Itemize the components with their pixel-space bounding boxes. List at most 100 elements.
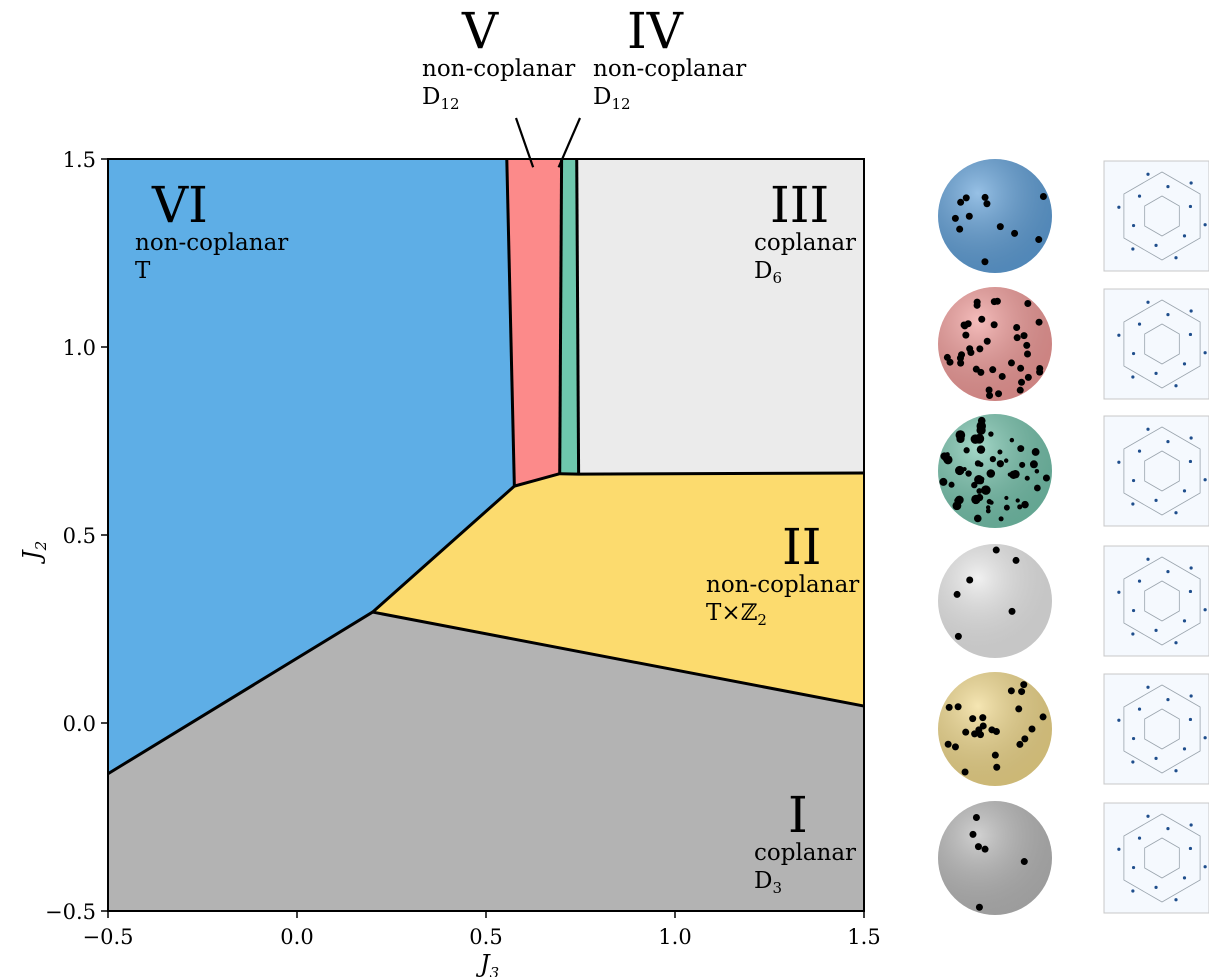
spin-spot xyxy=(1035,236,1043,244)
phase-group: D6 xyxy=(754,258,782,287)
spin-spot xyxy=(989,366,997,374)
spin-spot xyxy=(1021,735,1029,743)
bragg-peak xyxy=(1117,718,1121,722)
spin-spot xyxy=(1009,470,1018,479)
bragg-peak xyxy=(1146,814,1150,818)
phase-boundary-4 xyxy=(558,158,564,474)
spin-spot xyxy=(948,481,955,488)
bragg-peak xyxy=(1189,309,1193,313)
phase-numeral: III xyxy=(770,176,829,234)
spin-spot xyxy=(992,728,1000,736)
bragg-peak xyxy=(1166,569,1170,574)
spin-spot xyxy=(993,763,1001,771)
inset-sphere-i xyxy=(938,801,1052,915)
bragg-peak xyxy=(1117,333,1121,337)
spin-spot xyxy=(981,193,989,201)
x-tick-label: 1.5 xyxy=(847,925,880,949)
bragg-peak xyxy=(1174,384,1178,388)
y-axis-label: J2 xyxy=(18,541,50,565)
bragg-peak xyxy=(1131,502,1135,506)
spin-spot xyxy=(975,493,984,502)
spin-spot xyxy=(972,813,980,821)
bragg-peak xyxy=(1166,312,1170,317)
inset-structure-factor-i xyxy=(1103,802,1209,914)
spin-spot xyxy=(966,576,974,584)
x-tick-label: −0.5 xyxy=(83,925,134,949)
spin-spot xyxy=(955,465,965,476)
spin-spot xyxy=(1039,193,1047,201)
spin-spot xyxy=(1021,500,1029,509)
phase-numeral: VI xyxy=(151,176,208,234)
spin-spot xyxy=(988,431,994,437)
spin-spot xyxy=(1018,688,1026,696)
phase-region-i xyxy=(108,612,864,911)
phase-region-ii xyxy=(372,472,864,707)
bragg-peak xyxy=(1137,194,1142,198)
spin-spot xyxy=(975,903,983,911)
bragg-peak xyxy=(1189,436,1193,440)
spin-spot xyxy=(981,258,989,266)
phase-group: T xyxy=(135,258,151,284)
phase-region-iii xyxy=(576,159,864,475)
spin-spot xyxy=(974,843,982,851)
phase-order: non-coplanar xyxy=(706,572,859,598)
bragg-peak xyxy=(1166,439,1170,444)
spin-spot xyxy=(962,194,970,202)
spin-spot xyxy=(1028,725,1036,733)
bragg-peak xyxy=(1137,579,1142,583)
bragg-peak xyxy=(1189,823,1193,827)
inset-panels xyxy=(938,159,1209,915)
bragg-peak xyxy=(1131,375,1135,379)
spin-spot xyxy=(989,456,996,463)
spin-spot xyxy=(951,743,959,751)
spin-spot xyxy=(962,467,967,472)
spin-spot xyxy=(996,460,1004,468)
spin-spot xyxy=(973,298,981,306)
spin-spot xyxy=(1035,318,1043,326)
spin-spot xyxy=(1013,323,1021,331)
y-tick-label: 1.0 xyxy=(63,336,96,360)
phase-boundaries xyxy=(107,158,865,776)
spin-spot xyxy=(990,321,998,329)
spin-spot xyxy=(1024,350,1032,358)
spin-spot xyxy=(974,460,982,467)
x-tick-label: 0.0 xyxy=(280,925,313,949)
phase-numeral: I xyxy=(788,786,808,844)
bragg-peak xyxy=(1137,449,1142,453)
spin-spot xyxy=(954,703,962,711)
spin-spot xyxy=(997,449,1003,455)
spin-spot xyxy=(958,351,966,359)
spin-spot xyxy=(973,514,982,523)
spin-spot xyxy=(1023,341,1031,349)
spin-spot xyxy=(985,386,993,394)
bragg-peak xyxy=(1182,489,1187,493)
bragg-peak xyxy=(1203,865,1207,869)
spin-spot xyxy=(1020,332,1028,340)
spin-spot xyxy=(1011,229,1019,237)
spin-spot xyxy=(1003,504,1010,511)
phase-labels: IcoplanarD3IInon-coplanarT×ℤ2IIIcoplanar… xyxy=(135,2,859,897)
spin-spot xyxy=(1007,359,1015,367)
bragg-peak xyxy=(1189,566,1193,570)
bragg-peak xyxy=(1146,300,1150,304)
spin-spot xyxy=(998,516,1004,522)
spin-spot xyxy=(945,703,953,711)
spin-spot xyxy=(943,353,951,361)
y-tick-label: 0.5 xyxy=(63,524,96,548)
spin-spot xyxy=(971,481,978,489)
spin-spot xyxy=(1024,299,1032,307)
spin-spot xyxy=(965,470,972,477)
phase-boundary-2 xyxy=(371,471,865,614)
bragg-peak xyxy=(1203,223,1207,227)
spin-spot xyxy=(983,337,991,345)
bragg-peak xyxy=(1137,707,1142,711)
spin-spot xyxy=(986,392,994,400)
y-tick-label: 1.5 xyxy=(63,148,96,172)
spin-spot xyxy=(1029,460,1038,469)
spin-spot xyxy=(976,345,984,353)
spin-spot xyxy=(1020,858,1028,866)
bragg-peak xyxy=(1131,889,1135,893)
